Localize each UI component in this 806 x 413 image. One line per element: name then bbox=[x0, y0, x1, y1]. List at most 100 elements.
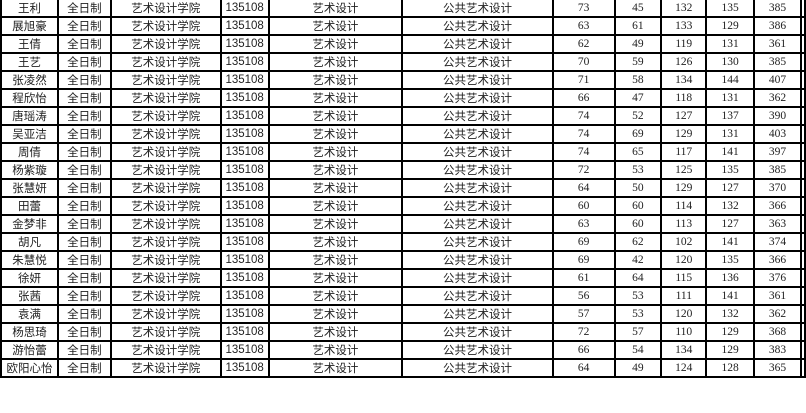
major-code-cell: 135108 bbox=[219, 34, 270, 54]
student-name-cell: 胡凡 bbox=[0, 232, 59, 252]
major-code-cell: 135108 bbox=[219, 250, 270, 270]
major-category-cell: 艺术设计 bbox=[267, 232, 404, 252]
edge-cell bbox=[799, 142, 806, 162]
total-score-cell: 385 bbox=[753, 52, 802, 72]
major-category-cell: 艺术设计 bbox=[267, 322, 404, 342]
student-name-cell: 游怡蕾 bbox=[0, 340, 59, 360]
edge-cell bbox=[799, 70, 806, 90]
english-score-cell: 53 bbox=[613, 286, 663, 306]
student-name-cell: 杨紫璇 bbox=[0, 160, 59, 180]
major-category-cell: 艺术设计 bbox=[267, 0, 404, 18]
politics-score-cell: 72 bbox=[551, 160, 616, 180]
major-code-cell: 135108 bbox=[219, 232, 270, 252]
major-direction-cell: 公共艺术设计 bbox=[401, 142, 554, 162]
college-cell: 艺术设计学院 bbox=[109, 214, 222, 234]
politics-score-cell: 62 bbox=[551, 34, 616, 54]
subject1-score-cell: 133 bbox=[660, 16, 708, 36]
college-cell: 艺术设计学院 bbox=[109, 232, 222, 252]
study-mode-cell: 全日制 bbox=[56, 214, 112, 234]
subject1-score-cell: 120 bbox=[660, 250, 708, 270]
total-score-cell: 365 bbox=[753, 358, 802, 378]
edge-cell bbox=[799, 250, 806, 270]
total-score-cell: 370 bbox=[753, 178, 802, 198]
table-row: 朱慧悦 全日制 艺术设计学院 135108 艺术设计 公共艺术设计 69 42 120 135 36… bbox=[0, 250, 806, 270]
major-direction-cell: 公共艺术设计 bbox=[401, 214, 554, 234]
study-mode-cell: 全日制 bbox=[56, 304, 112, 324]
table-row: 胡凡 全日制 艺术设计学院 135108 艺术设计 公共艺术设计 69 62 102 141 374 bbox=[0, 232, 806, 252]
student-name-cell: 欧阳心怡 bbox=[0, 358, 59, 378]
study-mode-cell: 全日制 bbox=[56, 268, 112, 288]
study-mode-cell: 全日制 bbox=[56, 358, 112, 378]
student-name-cell: 张凌然 bbox=[0, 70, 59, 90]
student-name-cell: 张慧妍 bbox=[0, 178, 59, 198]
total-score-cell: 385 bbox=[753, 0, 802, 18]
total-score-cell: 361 bbox=[753, 286, 802, 306]
politics-score-cell: 74 bbox=[551, 106, 616, 126]
total-score-cell: 383 bbox=[753, 340, 802, 360]
major-code-cell: 135108 bbox=[219, 16, 270, 36]
total-score-cell: 386 bbox=[753, 16, 802, 36]
subject1-score-cell: 129 bbox=[660, 124, 708, 144]
english-score-cell: 53 bbox=[613, 160, 663, 180]
subject1-score-cell: 120 bbox=[660, 304, 708, 324]
table-row: 张茜 全日制 艺术设计学院 135108 艺术设计 公共艺术设计 56 53 111 141 361 bbox=[0, 286, 806, 306]
study-mode-cell: 全日制 bbox=[56, 322, 112, 342]
english-score-cell: 60 bbox=[613, 214, 663, 234]
study-mode-cell: 全日制 bbox=[56, 70, 112, 90]
table-row: 王艺 全日制 艺术设计学院 135108 艺术设计 公共艺术设计 70 59 126 130 385 bbox=[0, 52, 806, 72]
total-score-cell: 376 bbox=[753, 268, 802, 288]
major-code-cell: 135108 bbox=[219, 142, 270, 162]
total-score-cell: 368 bbox=[753, 322, 802, 342]
subject2-score-cell: 131 bbox=[705, 34, 756, 54]
politics-score-cell: 66 bbox=[551, 88, 616, 108]
subject2-score-cell: 135 bbox=[705, 160, 756, 180]
politics-score-cell: 74 bbox=[551, 142, 616, 162]
subject2-score-cell: 135 bbox=[705, 250, 756, 270]
edge-cell bbox=[799, 232, 806, 252]
politics-score-cell: 73 bbox=[551, 0, 616, 18]
major-category-cell: 艺术设计 bbox=[267, 106, 404, 126]
table-row: 张慧妍 全日制 艺术设计学院 135108 艺术设计 公共艺术设计 64 50 129 127 37… bbox=[0, 178, 806, 198]
edge-cell bbox=[799, 0, 806, 18]
subject2-score-cell: 129 bbox=[705, 322, 756, 342]
major-direction-cell: 公共艺术设计 bbox=[401, 322, 554, 342]
politics-score-cell: 64 bbox=[551, 178, 616, 198]
politics-score-cell: 69 bbox=[551, 250, 616, 270]
student-name-cell: 金梦非 bbox=[0, 214, 59, 234]
major-category-cell: 艺术设计 bbox=[267, 214, 404, 234]
table-row: 王倩 全日制 艺术设计学院 135108 艺术设计 公共艺术设计 62 49 119 131 361 bbox=[0, 34, 806, 54]
subject1-score-cell: 127 bbox=[660, 106, 708, 126]
college-cell: 艺术设计学院 bbox=[109, 88, 222, 108]
english-score-cell: 61 bbox=[613, 16, 663, 36]
politics-score-cell: 63 bbox=[551, 214, 616, 234]
major-direction-cell: 公共艺术设计 bbox=[401, 178, 554, 198]
study-mode-cell: 全日制 bbox=[56, 16, 112, 36]
study-mode-cell: 全日制 bbox=[56, 0, 112, 18]
subject1-score-cell: 126 bbox=[660, 52, 708, 72]
college-cell: 艺术设计学院 bbox=[109, 52, 222, 72]
subject2-score-cell: 132 bbox=[705, 304, 756, 324]
major-code-cell: 135108 bbox=[219, 160, 270, 180]
major-code-cell: 135108 bbox=[219, 52, 270, 72]
edge-cell bbox=[799, 52, 806, 72]
study-mode-cell: 全日制 bbox=[56, 106, 112, 126]
edge-cell bbox=[799, 106, 806, 126]
college-cell: 艺术设计学院 bbox=[109, 304, 222, 324]
college-cell: 艺术设计学院 bbox=[109, 340, 222, 360]
table-body: 王利 全日制 艺术设计学院 135108 艺术设计 公共艺术设计 73 45 132 135 385… bbox=[0, 0, 806, 378]
subject1-score-cell: 102 bbox=[660, 232, 708, 252]
total-score-cell: 366 bbox=[753, 196, 802, 216]
english-score-cell: 60 bbox=[613, 196, 663, 216]
major-code-cell: 135108 bbox=[219, 88, 270, 108]
major-direction-cell: 公共艺术设计 bbox=[401, 196, 554, 216]
edge-cell bbox=[799, 160, 806, 180]
student-name-cell: 吴亚洁 bbox=[0, 124, 59, 144]
major-direction-cell: 公共艺术设计 bbox=[401, 34, 554, 54]
english-score-cell: 47 bbox=[613, 88, 663, 108]
major-category-cell: 艺术设计 bbox=[267, 178, 404, 198]
english-score-cell: 65 bbox=[613, 142, 663, 162]
subject1-score-cell: 129 bbox=[660, 178, 708, 198]
politics-score-cell: 63 bbox=[551, 16, 616, 36]
major-direction-cell: 公共艺术设计 bbox=[401, 286, 554, 306]
edge-cell bbox=[799, 178, 806, 198]
